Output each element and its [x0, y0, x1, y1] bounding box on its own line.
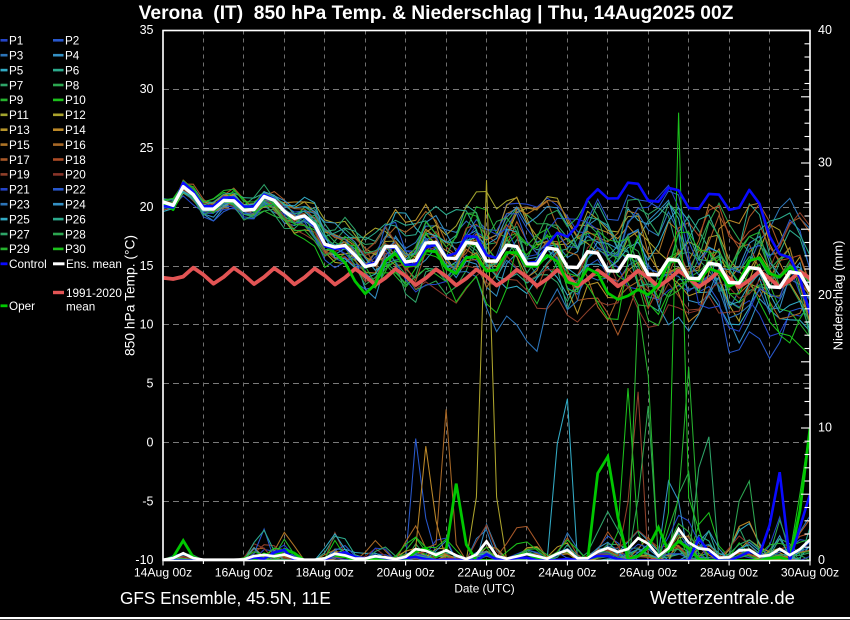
- svg-text:20Aug 00z: 20Aug 00z: [376, 566, 434, 580]
- svg-text:P17: P17: [9, 154, 30, 167]
- svg-text:35: 35: [140, 23, 154, 37]
- svg-text:mean: mean: [66, 301, 95, 314]
- svg-text:P16: P16: [65, 139, 86, 152]
- svg-text:P8: P8: [65, 79, 79, 92]
- svg-text:P23: P23: [9, 199, 30, 212]
- svg-text:25: 25: [140, 141, 154, 155]
- svg-text:15: 15: [140, 259, 154, 273]
- svg-text:18Aug 00z: 18Aug 00z: [296, 566, 354, 580]
- svg-text:P6: P6: [65, 64, 79, 77]
- svg-text:P3: P3: [9, 50, 23, 63]
- svg-text:24Aug 00z: 24Aug 00z: [538, 566, 596, 580]
- svg-text:5: 5: [147, 377, 154, 391]
- svg-text:P24: P24: [65, 199, 86, 212]
- svg-text:20: 20: [140, 200, 154, 214]
- svg-text:Verona (IT) 850 hPa Temp. &: Verona (IT) 850 hPa Temp. & Niederschlag…: [139, 3, 734, 24]
- svg-text:22Aug 00z: 22Aug 00z: [457, 566, 515, 580]
- svg-text:Oper: Oper: [9, 300, 35, 313]
- svg-text:20: 20: [818, 288, 832, 302]
- svg-text:P14: P14: [65, 124, 86, 137]
- svg-text:10: 10: [818, 421, 832, 435]
- svg-text:26Aug 00z: 26Aug 00z: [619, 566, 677, 580]
- svg-text:P13: P13: [9, 124, 30, 137]
- svg-text:1991-2020: 1991-2020: [66, 287, 122, 300]
- svg-text:P19: P19: [9, 169, 30, 182]
- svg-text:P29: P29: [9, 243, 30, 256]
- svg-text:P4: P4: [65, 50, 80, 63]
- svg-text:P11: P11: [9, 109, 29, 122]
- svg-text:P9: P9: [9, 94, 23, 107]
- svg-text:Niederschlag (mm): Niederschlag (mm): [831, 241, 846, 351]
- svg-text:Wetterzentrale.de: Wetterzentrale.de: [650, 587, 795, 608]
- svg-text:40: 40: [818, 23, 832, 37]
- svg-text:30: 30: [140, 82, 154, 96]
- svg-text:-5: -5: [142, 494, 153, 508]
- svg-text:Ens. mean: Ens. mean: [66, 258, 122, 271]
- svg-text:850 hPa Temp. (°C): 850 hPa Temp. (°C): [123, 235, 138, 356]
- svg-text:-10: -10: [135, 553, 153, 567]
- svg-text:Control: Control: [9, 258, 47, 271]
- svg-text:P10: P10: [65, 94, 86, 107]
- svg-text:P18: P18: [65, 154, 86, 167]
- svg-text:P25: P25: [9, 213, 30, 226]
- svg-text:14Aug 00z: 14Aug 00z: [134, 566, 192, 580]
- svg-text:30Aug 00z: 30Aug 00z: [781, 566, 839, 580]
- svg-text:P27: P27: [9, 228, 30, 241]
- svg-text:10: 10: [140, 318, 154, 332]
- svg-text:Date (UTC): Date (UTC): [454, 582, 514, 596]
- svg-text:GFS Ensemble, 45.5N, 11E: GFS Ensemble, 45.5N, 11E: [120, 588, 331, 608]
- svg-text:P2: P2: [65, 35, 79, 48]
- svg-text:0: 0: [818, 553, 825, 567]
- svg-text:P1: P1: [9, 35, 23, 48]
- svg-text:P5: P5: [9, 64, 24, 77]
- svg-text:P26: P26: [65, 213, 86, 226]
- svg-text:P7: P7: [9, 79, 23, 92]
- svg-text:P22: P22: [65, 184, 86, 197]
- svg-text:P12: P12: [65, 109, 86, 122]
- svg-text:28Aug 00z: 28Aug 00z: [700, 566, 758, 580]
- svg-text:P28: P28: [65, 228, 86, 241]
- svg-text:P15: P15: [9, 139, 30, 152]
- svg-text:30: 30: [818, 156, 832, 170]
- svg-text:0: 0: [147, 435, 154, 449]
- svg-text:16Aug 00z: 16Aug 00z: [215, 566, 273, 580]
- svg-text:P30: P30: [65, 243, 86, 256]
- svg-text:P21: P21: [9, 184, 30, 197]
- svg-text:P20: P20: [65, 169, 86, 182]
